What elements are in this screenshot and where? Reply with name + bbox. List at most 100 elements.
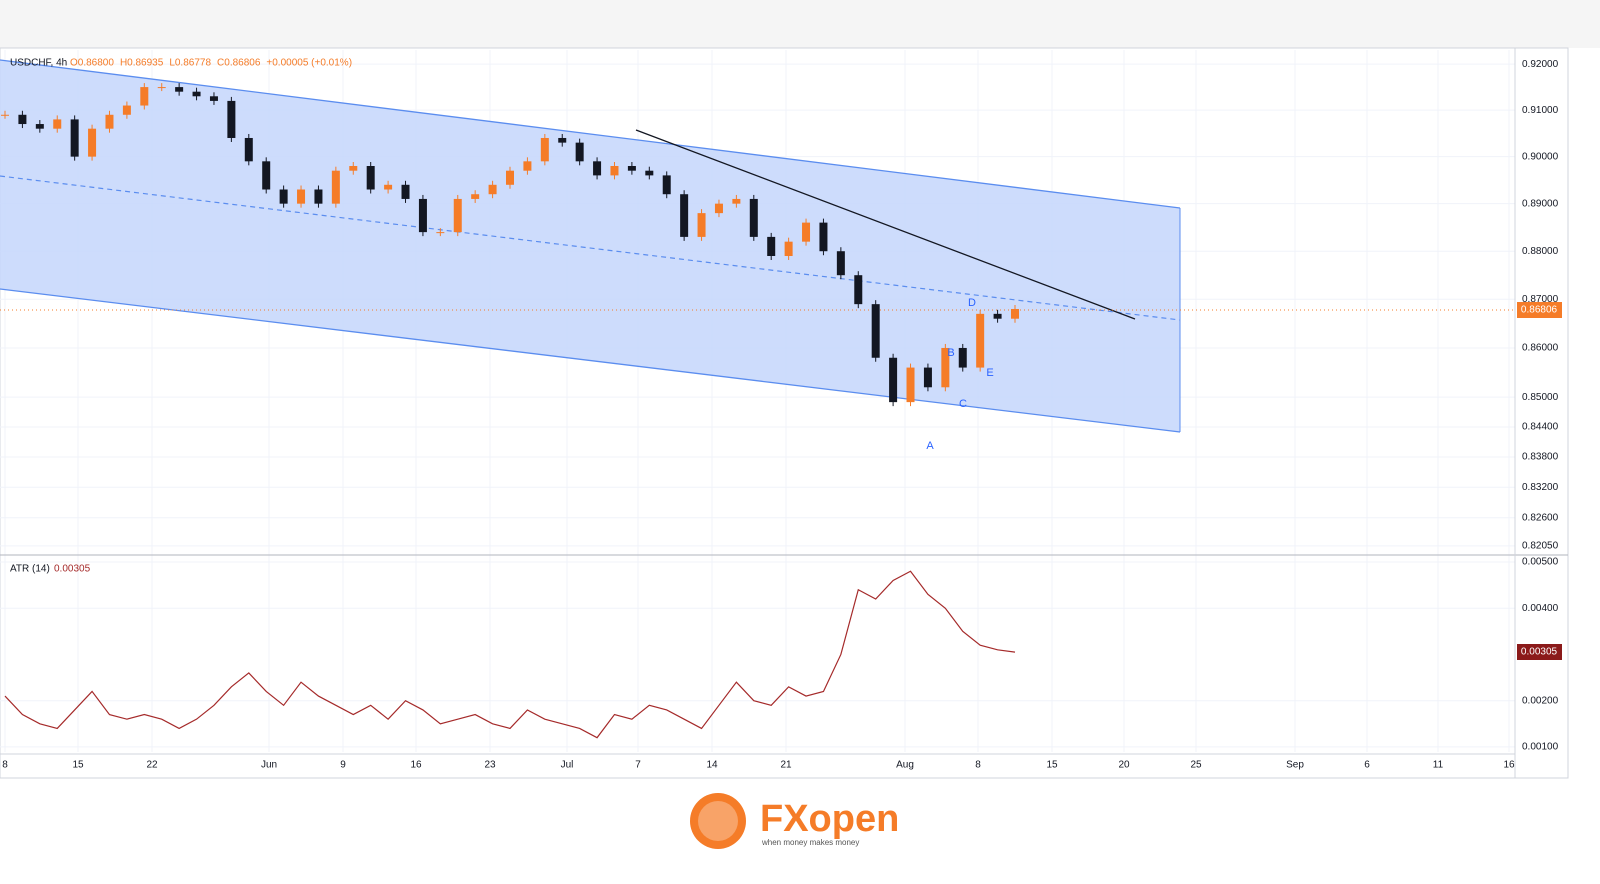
candle-body [88, 128, 97, 157]
y-tick-label: 0.00200 [1522, 695, 1559, 706]
candle-body [192, 91, 201, 97]
candle-body [314, 189, 323, 204]
x-tick-label: 7 [635, 760, 641, 771]
channel-mid [0, 175, 1181, 321]
x-tick-label: 15 [1046, 760, 1058, 771]
logo-emblem-inner [698, 801, 738, 841]
candle-body [227, 100, 236, 138]
ohlc-value: C0.86806 [217, 58, 261, 69]
candle-body [140, 87, 149, 106]
y-tick-label: 0.90000 [1522, 151, 1559, 162]
trend-line [635, 129, 1136, 320]
candle-body [366, 166, 375, 190]
candle-body [732, 198, 741, 204]
wave-label: A [926, 440, 934, 452]
x-tick-label: 6 [1364, 760, 1370, 771]
y-tick-label: 0.00500 [1522, 557, 1559, 568]
y-tick-label: 0.88000 [1522, 246, 1559, 257]
ohlc-value: O0.86800 [70, 58, 114, 69]
candle-body [35, 124, 44, 129]
top-bar [0, 0, 1600, 48]
y-tick-label: 0.86000 [1522, 343, 1559, 354]
candle-body [157, 87, 166, 89]
x-tick-label: 14 [706, 760, 718, 771]
candle-body [697, 213, 706, 237]
y-tick-label: 0.91000 [1522, 105, 1559, 116]
candle-body [593, 161, 602, 176]
candle-body [279, 189, 288, 204]
candle-body [436, 232, 445, 234]
wave-label: E [986, 367, 993, 379]
last-price-box [1517, 302, 1562, 318]
candle-body [349, 166, 358, 171]
candle-body [575, 142, 584, 162]
candle-body [453, 198, 462, 233]
last-price-label: 0.86806 [1521, 305, 1558, 316]
x-tick-label: 15 [72, 760, 84, 771]
x-tick-label: 16 [410, 760, 422, 771]
candle-body [749, 198, 758, 237]
candle-body [802, 222, 811, 242]
candle-body [175, 87, 184, 92]
marks [1, 83, 1019, 739]
x-tick-label: 21 [780, 760, 792, 771]
candle-body [53, 119, 62, 129]
candle-body [418, 198, 427, 233]
ohlc-value: L0.86778 [169, 58, 211, 69]
candle-body [819, 222, 828, 252]
candle-body [767, 236, 776, 256]
candle-body [993, 313, 1002, 319]
candle-body [262, 161, 271, 190]
logo-emblem [690, 793, 746, 849]
candle-body [662, 175, 671, 195]
candle-body [871, 304, 880, 358]
candle-body [958, 347, 967, 368]
symbol: USDCHF, 4h [10, 58, 67, 69]
candle-body [523, 161, 532, 171]
candle-body [784, 241, 793, 256]
candle-body [836, 251, 845, 276]
candle-body [488, 184, 497, 195]
candle-body [1, 114, 9, 116]
candle-body [244, 137, 253, 162]
wave-label: D [968, 297, 976, 309]
candle-body [923, 367, 932, 388]
candle-body [889, 357, 898, 403]
candle-body [854, 275, 863, 305]
channel-top [0, 59, 1181, 209]
candle-body [122, 105, 131, 115]
logo-tagline: when money makes money [761, 838, 859, 847]
y-tick-label: 0.83800 [1522, 452, 1559, 463]
candle-body [680, 194, 689, 237]
candle-body [401, 184, 410, 199]
candle-body [506, 170, 514, 185]
channel [0, 60, 1180, 432]
candle-body [941, 347, 950, 388]
y-tick-label: 0.82600 [1522, 512, 1559, 523]
y-tick-label: 0.83200 [1522, 482, 1559, 493]
atr-line [4, 570, 1016, 739]
logo-brand: FXopen [760, 798, 899, 840]
x-tick-label: 9 [340, 760, 346, 771]
candle-body [297, 189, 306, 204]
y-tick-label: 0.82050 [1522, 540, 1559, 551]
x-tick-label: Sep [1286, 760, 1304, 771]
atr-price-label: 0.00305 [1521, 647, 1558, 658]
candle-body [384, 184, 393, 190]
candle-body [209, 96, 218, 101]
candle-body [645, 170, 654, 176]
candle-body [976, 313, 985, 368]
atr-value: 0.00305 [54, 564, 91, 575]
x-tick-label: 22 [146, 760, 158, 771]
candle-body [105, 114, 114, 129]
candle-body [627, 166, 636, 171]
candle-body [906, 367, 915, 403]
wave-label: C [959, 398, 967, 410]
candle-body [1011, 308, 1019, 319]
x-tick-label: Jul [561, 760, 574, 771]
candle-body [540, 137, 549, 162]
atr-label: ATR (14) [10, 564, 50, 575]
y-tick-label: 0.92000 [1522, 59, 1559, 70]
